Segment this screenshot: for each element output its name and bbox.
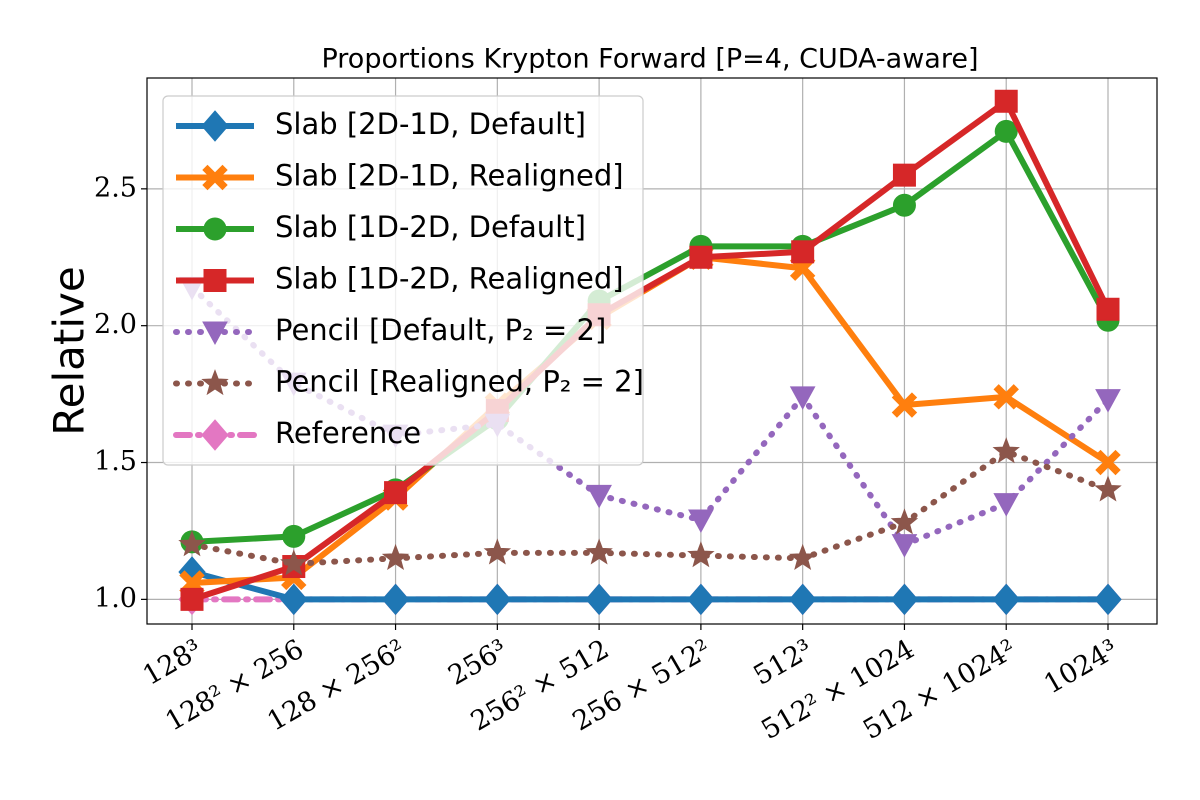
x-tick-label: 1024³ <box>1039 634 1123 701</box>
legend-label: Slab [1D-2D, Default] <box>275 210 586 244</box>
legend-label: Slab [2D-1D, Realigned] <box>275 159 624 193</box>
marker <box>1095 389 1121 413</box>
marker <box>1096 297 1120 321</box>
series-line <box>191 569 1108 603</box>
series-line <box>191 98 1111 603</box>
marker <box>585 538 613 565</box>
marker <box>993 384 1019 410</box>
marker <box>282 524 306 548</box>
x-tick-label: 128³ <box>138 634 208 692</box>
y-axis-label: Relative <box>45 266 94 435</box>
marker <box>202 164 228 191</box>
legend-label: Reference <box>275 416 421 450</box>
legend-box <box>162 95 644 466</box>
marker <box>890 508 919 535</box>
marker <box>890 583 919 616</box>
marker <box>992 437 1020 464</box>
series-line <box>191 128 1111 545</box>
marker <box>203 269 227 292</box>
marker <box>178 530 206 557</box>
marker <box>891 534 918 558</box>
legend-label: Slab [1D-2D, Realigned] <box>275 262 624 296</box>
marker <box>202 321 228 346</box>
marker <box>483 538 512 565</box>
x-tick-label: 512³ <box>748 634 818 692</box>
marker <box>483 583 511 616</box>
marker <box>791 240 815 264</box>
marker <box>203 217 227 241</box>
y-tick-label: 2.0 <box>94 309 137 340</box>
legend-label: Pencil [Realigned, P₂ = 2] <box>275 365 644 399</box>
y-tick-label: 1.5 <box>94 446 137 477</box>
y-tick-label: 1.0 <box>94 583 137 614</box>
series <box>178 437 1122 576</box>
marker <box>201 369 229 396</box>
series-line <box>189 448 1111 567</box>
marker <box>201 110 229 142</box>
marker <box>585 583 613 616</box>
marker <box>789 386 816 410</box>
marker <box>892 163 916 187</box>
marker <box>1095 449 1121 476</box>
marker <box>892 193 916 217</box>
marker <box>201 419 229 451</box>
marker <box>1094 475 1122 502</box>
marker <box>381 543 410 570</box>
marker <box>381 583 410 616</box>
marker <box>1094 583 1122 616</box>
y-tick-label: 2.5 <box>94 172 137 203</box>
marker <box>993 493 1020 517</box>
series <box>178 556 1122 616</box>
legend-label: Slab [2D-1D, Default] <box>275 107 586 141</box>
marker <box>384 481 408 505</box>
legend-label: Pencil [Default, P₂ = 2] <box>275 313 606 347</box>
marker <box>280 549 308 576</box>
chart-title: Proportions Krypton Forward [P=4, CUDA-a… <box>321 44 978 75</box>
marker <box>687 583 715 616</box>
marker <box>788 543 817 570</box>
marker <box>180 587 204 611</box>
marker <box>992 583 1020 616</box>
marker <box>789 583 817 616</box>
marker <box>689 245 713 269</box>
marker <box>687 541 715 568</box>
x-tick-label: 256³ <box>443 634 513 692</box>
legend: Slab [2D-1D, Default] Slab [2D-1D, Realig… <box>162 95 644 466</box>
marker <box>688 509 714 534</box>
marker <box>994 119 1018 143</box>
plot-frame <box>146 77 1158 625</box>
marker <box>586 484 612 509</box>
marker <box>280 583 308 616</box>
marker <box>891 392 918 418</box>
marker <box>994 89 1018 113</box>
